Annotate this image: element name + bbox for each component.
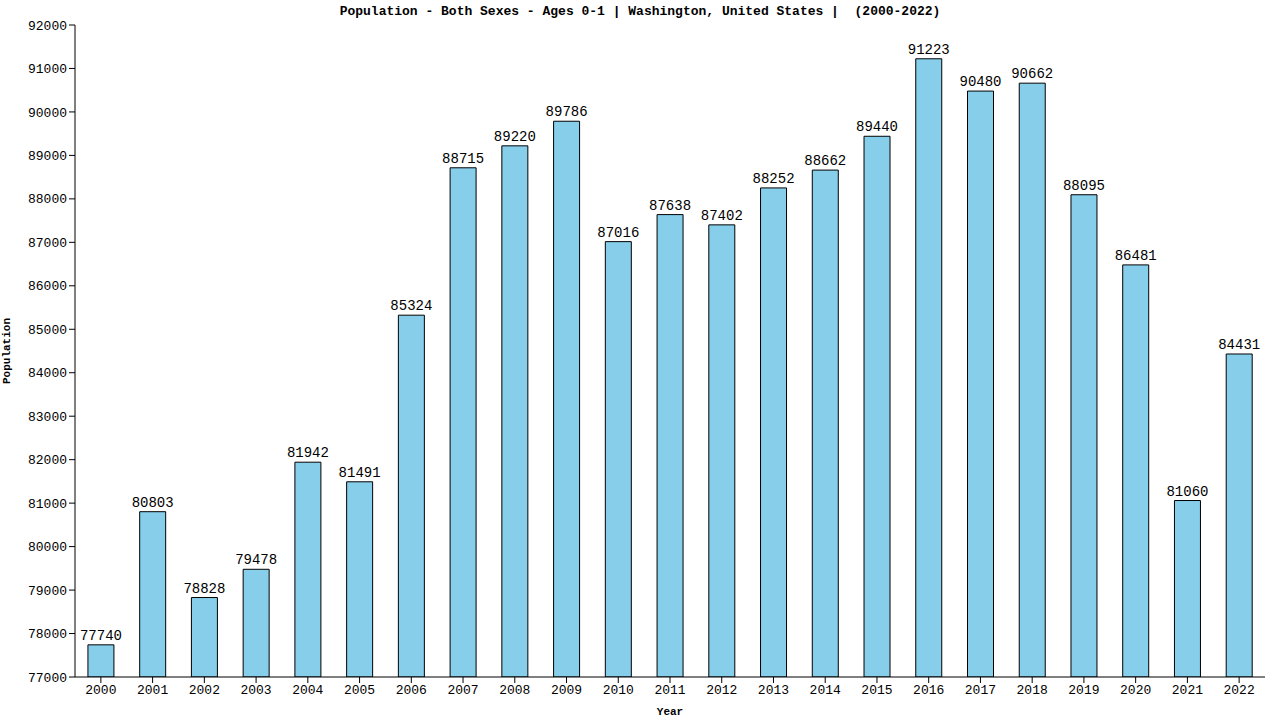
- svg-text:Population: Population: [8, 318, 13, 384]
- svg-text:Year: Year: [657, 706, 683, 718]
- svg-text:87000: 87000: [28, 236, 67, 251]
- svg-text:88715: 88715: [442, 151, 484, 167]
- svg-text:87402: 87402: [701, 208, 743, 224]
- svg-text:78000: 78000: [28, 627, 67, 642]
- svg-text:88252: 88252: [753, 171, 795, 187]
- svg-text:2003: 2003: [240, 683, 271, 698]
- svg-text:90480: 90480: [959, 74, 1001, 90]
- svg-text:91223: 91223: [908, 42, 950, 58]
- svg-text:89440: 89440: [856, 119, 898, 135]
- svg-text:86000: 86000: [28, 279, 67, 294]
- svg-text:79000: 79000: [28, 584, 67, 599]
- svg-text:83000: 83000: [28, 410, 67, 425]
- svg-text:2012: 2012: [706, 683, 737, 698]
- svg-text:2004: 2004: [292, 683, 323, 698]
- svg-text:80000: 80000: [28, 540, 67, 555]
- svg-text:2019: 2019: [1068, 683, 1099, 698]
- svg-text:2020: 2020: [1120, 683, 1151, 698]
- svg-text:2018: 2018: [1017, 683, 1048, 698]
- svg-text:88095: 88095: [1063, 178, 1105, 194]
- svg-text:87638: 87638: [649, 198, 691, 214]
- svg-text:88000: 88000: [28, 192, 67, 207]
- svg-text:2006: 2006: [396, 683, 427, 698]
- svg-text:85324: 85324: [390, 298, 432, 314]
- svg-text:2022: 2022: [1224, 683, 1255, 698]
- svg-text:2008: 2008: [499, 683, 530, 698]
- svg-text:89220: 89220: [494, 129, 536, 145]
- svg-text:2016: 2016: [913, 683, 944, 698]
- svg-text:2009: 2009: [551, 683, 582, 698]
- svg-text:77740: 77740: [80, 628, 122, 644]
- svg-text:2001: 2001: [137, 683, 168, 698]
- svg-text:2014: 2014: [810, 683, 841, 698]
- svg-text:80803: 80803: [132, 495, 174, 511]
- svg-text:84000: 84000: [28, 366, 67, 381]
- svg-text:2005: 2005: [344, 683, 375, 698]
- svg-text:78828: 78828: [183, 581, 225, 597]
- html-text:Population - Both Sexes - Ages: Population - Both Sexes - Ages 0-1 | Was…: [339, 4, 941, 19]
- svg-text:2011: 2011: [654, 683, 685, 698]
- svg-text:81491: 81491: [339, 465, 381, 481]
- svg-text:2002: 2002: [189, 683, 220, 698]
- svg-text:92000: 92000: [28, 19, 67, 34]
- svg-text:2021: 2021: [1172, 683, 1203, 698]
- svg-text:86481: 86481: [1115, 248, 1157, 264]
- svg-text:87016: 87016: [597, 225, 639, 241]
- svg-text:82000: 82000: [28, 453, 67, 468]
- svg-text:2015: 2015: [861, 683, 892, 698]
- svg-text:90000: 90000: [28, 106, 67, 121]
- svg-text:81000: 81000: [28, 497, 67, 512]
- svg-text:2017: 2017: [965, 683, 996, 698]
- svg-text:88662: 88662: [804, 153, 846, 169]
- svg-text:79478: 79478: [235, 552, 277, 568]
- svg-text:77000: 77000: [28, 671, 67, 686]
- svg-text:81942: 81942: [287, 445, 329, 461]
- svg-text:81060: 81060: [1166, 484, 1208, 500]
- svg-text:91000: 91000: [28, 62, 67, 77]
- svg-text:2010: 2010: [603, 683, 634, 698]
- svg-text:2000: 2000: [85, 683, 116, 698]
- svg-text:89000: 89000: [28, 149, 67, 164]
- svg-text:2007: 2007: [447, 683, 478, 698]
- svg-text:84431: 84431: [1218, 337, 1260, 353]
- svg-text:89786: 89786: [546, 104, 588, 120]
- svg-text:2013: 2013: [758, 683, 789, 698]
- svg-text:90662: 90662: [1011, 66, 1053, 82]
- svg-text:85000: 85000: [28, 323, 67, 338]
